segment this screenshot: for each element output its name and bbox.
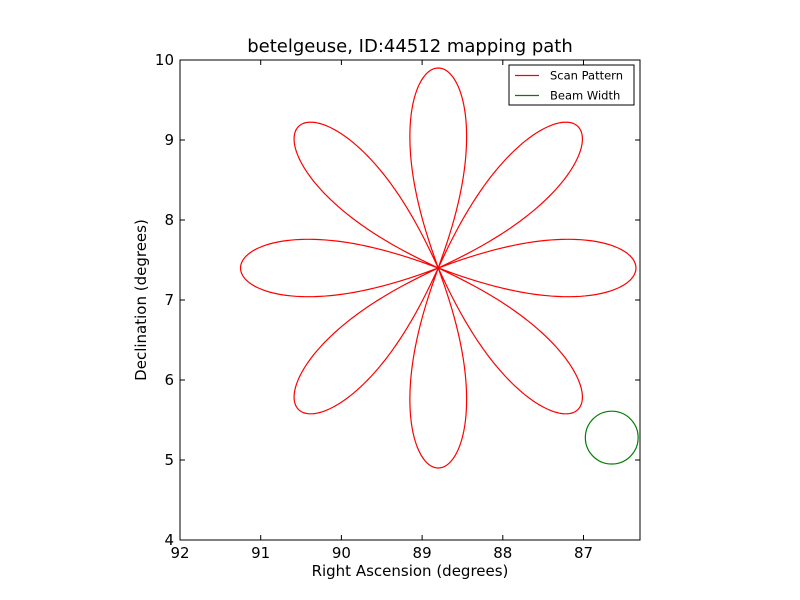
y-axis-label: Declination (degrees) (132, 219, 150, 381)
x-tick-label: 89 (413, 544, 432, 562)
legend-label-scan-pattern: Scan Pattern (550, 69, 623, 83)
x-axis: 92 91 90 89 88 87 (170, 60, 593, 562)
y-tick-label: 6 (164, 371, 174, 389)
beam-width-circle (584, 410, 639, 465)
x-tick-label: 87 (574, 544, 593, 562)
legend-label-beam-width: Beam Width (550, 89, 620, 103)
y-axis: 4 5 6 7 8 9 10 (155, 51, 640, 549)
y-tick-label: 10 (155, 51, 174, 69)
x-tick-label: 92 (170, 544, 189, 562)
y-tick-label: 8 (164, 211, 174, 229)
y-tick-label: 7 (164, 291, 174, 309)
x-tick-label: 91 (251, 544, 270, 562)
y-tick-label: 9 (164, 131, 174, 149)
x-tick-label: 90 (332, 544, 351, 562)
scan-pattern-line (239, 67, 637, 469)
x-axis-label: Right Ascension (degrees) (312, 562, 509, 580)
legend-box (508, 64, 635, 106)
x-tick-label: 88 (493, 544, 512, 562)
legend: Scan Pattern Beam Width (508, 64, 635, 106)
y-tick-label: 4 (164, 531, 174, 549)
chart-title: betelgeuse, ID:44512 mapping path (247, 36, 573, 57)
plot-area (179, 59, 641, 541)
y-tick-label: 5 (164, 451, 174, 469)
